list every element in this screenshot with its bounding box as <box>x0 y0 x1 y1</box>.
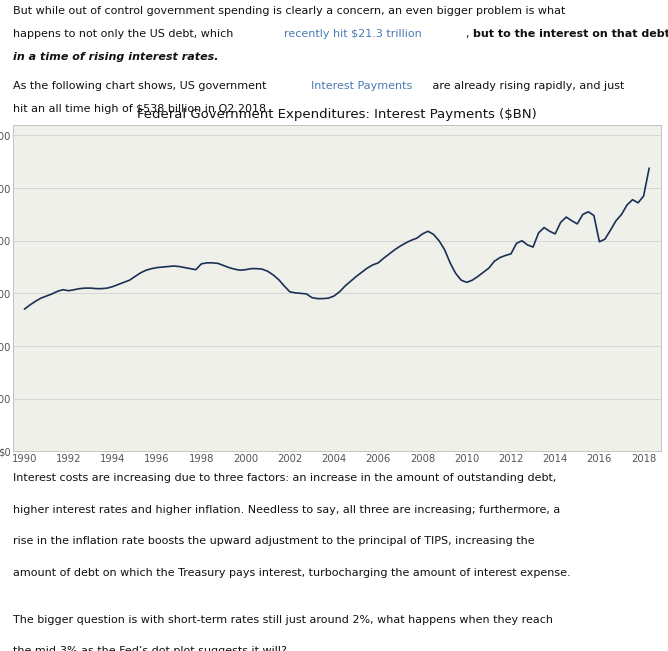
Text: are already rising rapidly, and just: are already rising rapidly, and just <box>430 81 625 91</box>
Text: amount of debt on which the Treasury pays interest, turbocharging the amount of : amount of debt on which the Treasury pay… <box>13 568 571 577</box>
Text: rise in the inflation rate boosts the upward adjustment to the principal of TIPS: rise in the inflation rate boosts the up… <box>13 536 535 546</box>
Title: Federal Government Expenditures: Interest Payments ($BN): Federal Government Expenditures: Interes… <box>138 108 537 121</box>
Text: hit an all time high of $538 billion in Q2 2018.: hit an all time high of $538 billion in … <box>13 104 270 114</box>
Text: happens to not only the US debt, which: happens to not only the US debt, which <box>13 29 237 39</box>
Text: recently hit $21.3 trillion: recently hit $21.3 trillion <box>284 29 422 39</box>
Text: The bigger question is with short-term rates still just around 2%, what happens : The bigger question is with short-term r… <box>13 615 553 625</box>
Text: Interest Payments: Interest Payments <box>311 81 412 91</box>
Text: ,: , <box>466 29 474 39</box>
Text: As the following chart shows, US government: As the following chart shows, US governm… <box>13 81 271 91</box>
Text: higher interest rates and higher inflation. Needless to say, all three are incre: higher interest rates and higher inflati… <box>13 505 560 514</box>
Text: in a time of rising interest rates.: in a time of rising interest rates. <box>13 51 219 62</box>
Text: But while out of control government spending is clearly a concern, an even bigge: But while out of control government spen… <box>13 7 566 16</box>
Text: Interest costs are increasing due to three factors: an increase in the amount of: Interest costs are increasing due to thr… <box>13 473 556 483</box>
Text: but to the interest on that debt,: but to the interest on that debt, <box>474 29 668 39</box>
Text: the mid-3% as the Fed’s dot plot suggests it will?: the mid-3% as the Fed’s dot plot suggest… <box>13 646 287 651</box>
